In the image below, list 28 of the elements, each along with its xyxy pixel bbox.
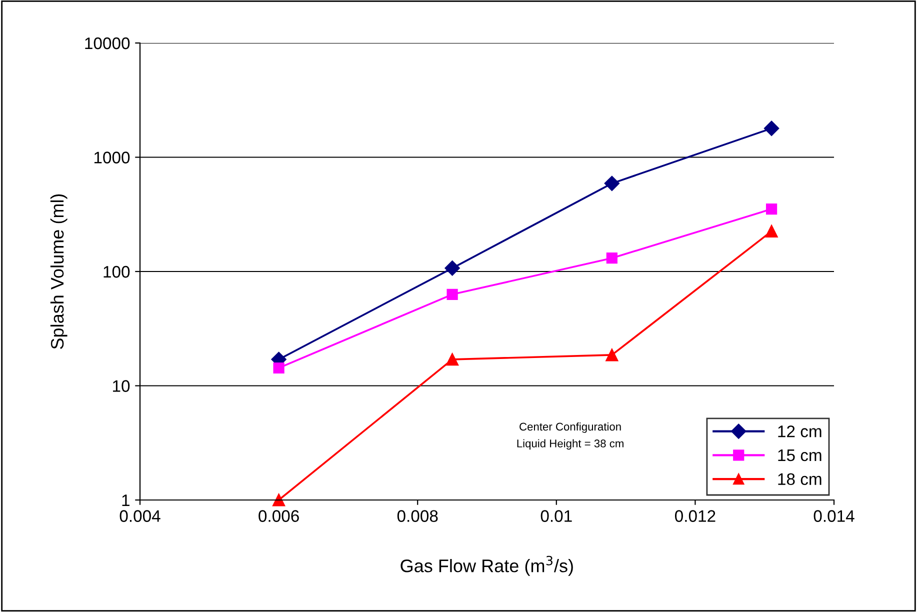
point bbox=[766, 204, 778, 215]
y-axis-title: Splash Volume (ml) bbox=[50, 194, 68, 349]
point bbox=[273, 362, 284, 374]
point bbox=[764, 120, 780, 136]
x-tick-label: 0.008 bbox=[397, 510, 438, 522]
point bbox=[444, 260, 460, 276]
legend-label: 12 cm bbox=[778, 425, 822, 438]
x-tick-label: 0.006 bbox=[258, 510, 299, 522]
y-tick-label: 1 bbox=[122, 494, 130, 506]
x-tick-label: 0.01 bbox=[540, 510, 572, 522]
x-tick-label: 0.004 bbox=[120, 510, 160, 522]
x-tick-label: 0.014 bbox=[814, 510, 854, 522]
legend-label: 18 cm bbox=[778, 473, 822, 486]
y-tick-label: 10000 bbox=[85, 37, 130, 50]
point bbox=[606, 252, 618, 264]
y-tick-label: 1000 bbox=[94, 152, 130, 164]
x-tick-label: 0.012 bbox=[675, 510, 716, 522]
point bbox=[606, 348, 618, 362]
point bbox=[272, 494, 286, 506]
legend-label: 15 cm bbox=[778, 450, 822, 462]
y-tick-label: 100 bbox=[104, 266, 130, 278]
point bbox=[765, 225, 778, 238]
point bbox=[604, 176, 620, 191]
point bbox=[446, 288, 458, 300]
y-tick-label: 10 bbox=[113, 380, 130, 392]
x-axis-title: Gas Flow Rate (m$^{3}$/s) bbox=[400, 556, 573, 576]
annotation: Center Configuration Liquid Height = 38 cm bbox=[517, 422, 624, 450]
point bbox=[446, 353, 459, 366]
